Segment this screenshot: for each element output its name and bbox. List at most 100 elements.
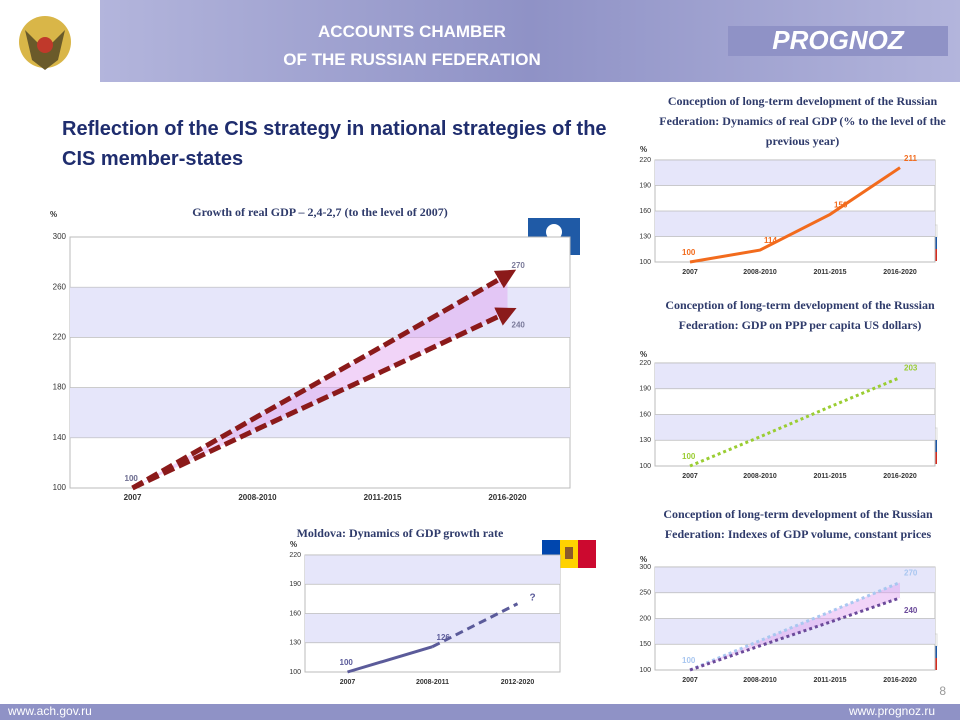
data-label: 156 bbox=[834, 201, 848, 210]
x-tick-label: 2012-2020 bbox=[501, 679, 535, 686]
chart-title: Moldova: Dynamics of GDP growth rate bbox=[296, 526, 504, 540]
x-tick-label: 2008-2010 bbox=[743, 473, 777, 480]
x-tick-label: 2007 bbox=[682, 677, 698, 684]
y-axis-label: % bbox=[640, 145, 647, 154]
y-axis-label: % bbox=[640, 350, 647, 359]
header-line: ACCOUNTS CHAMBER bbox=[318, 22, 506, 41]
x-tick-label: 2007 bbox=[682, 473, 698, 480]
series-line bbox=[347, 645, 433, 674]
footer-bar bbox=[0, 704, 960, 720]
y-tick-label: 250 bbox=[639, 590, 651, 597]
y-tick-label: 130 bbox=[289, 640, 301, 647]
chart: 100 130 160 190 220 2007 2008-2010 2011-2015 201… bbox=[639, 145, 936, 276]
chart-title: Conception of long-term development of t… bbox=[665, 298, 935, 332]
chart-title: Conception of long-term development of t… bbox=[659, 94, 946, 148]
x-tick-label: 2008-2010 bbox=[743, 677, 777, 684]
data-label: 270 bbox=[904, 569, 918, 578]
y-tick-label: 100 bbox=[639, 667, 651, 674]
grid-band bbox=[655, 618, 935, 645]
series-line bbox=[689, 166, 901, 264]
moldova-flag bbox=[542, 540, 596, 568]
grid-band bbox=[305, 555, 560, 585]
chart-title: Conception of long-term development of t… bbox=[663, 507, 933, 541]
data-label: 100 bbox=[682, 452, 696, 461]
chart: 100 130 160 190 220 2007 2008-2010 2011-2015 201… bbox=[639, 350, 936, 480]
x-tick-label: 2011-2015 bbox=[813, 269, 846, 276]
y-tick-label: 300 bbox=[639, 564, 651, 571]
y-tick-label: 300 bbox=[53, 232, 67, 241]
series-line bbox=[131, 269, 517, 491]
y-tick-label: 190 bbox=[639, 182, 651, 189]
x-tick-label: 2016-2020 bbox=[883, 473, 917, 480]
y-tick-label: 130 bbox=[639, 437, 651, 444]
x-tick-label: 2016-2020 bbox=[883, 677, 917, 684]
y-tick-label: 220 bbox=[289, 552, 301, 559]
y-tick-label: 260 bbox=[53, 282, 67, 291]
series-line bbox=[689, 376, 901, 468]
x-tick-label: 2016-2020 bbox=[883, 269, 917, 276]
series-line bbox=[689, 581, 901, 672]
annotation: ? bbox=[530, 592, 536, 603]
y-tick-label: 100 bbox=[639, 463, 651, 470]
data-label: 240 bbox=[904, 606, 918, 615]
x-tick-label: 2008-2010 bbox=[238, 493, 277, 502]
grid-band bbox=[70, 387, 570, 438]
y-tick-label: 180 bbox=[53, 383, 67, 392]
data-label: 100 bbox=[125, 474, 139, 483]
emblem bbox=[19, 16, 71, 70]
y-tick-label: 100 bbox=[289, 669, 301, 676]
y-tick-label: 190 bbox=[289, 581, 301, 588]
data-label: 203 bbox=[904, 364, 918, 373]
chart: 100 140 180 220 260 300 2007 2008-2010 2011-2015… bbox=[50, 210, 571, 502]
y-axis-label: % bbox=[290, 540, 297, 549]
grid-band bbox=[655, 414, 935, 441]
x-tick-label: 2007 bbox=[682, 269, 698, 276]
chart: 100 150 200 250 300 2007 2008-2010 2011-2015 201… bbox=[639, 555, 936, 684]
x-tick-label: 2007 bbox=[124, 493, 142, 502]
x-tick-label: 2008-2011 bbox=[416, 679, 449, 686]
grid-band bbox=[655, 567, 935, 593]
data-label: 240 bbox=[512, 320, 526, 329]
x-tick-label: 2016-2020 bbox=[488, 493, 527, 502]
x-tick-label: 2008-2010 bbox=[743, 269, 777, 276]
y-tick-label: 160 bbox=[639, 411, 651, 418]
series-line bbox=[131, 307, 517, 491]
data-label: 100 bbox=[682, 656, 696, 665]
page-number: 8 bbox=[939, 684, 946, 698]
y-tick-label: 160 bbox=[289, 610, 301, 617]
y-tick-label: 100 bbox=[639, 259, 651, 266]
x-tick-label: 2007 bbox=[340, 679, 356, 686]
y-tick-label: 200 bbox=[639, 615, 651, 622]
footer-left: www.ach.gov.ru bbox=[7, 704, 92, 718]
y-axis-label: % bbox=[50, 210, 57, 219]
y-tick-label: 150 bbox=[639, 641, 651, 648]
plot-area bbox=[69, 236, 571, 489]
y-tick-label: 130 bbox=[639, 233, 651, 240]
chart-title: Growth of real GDP – 2,4-2,7 (to the lev… bbox=[192, 205, 448, 219]
series-line bbox=[689, 596, 901, 672]
y-tick-label: 190 bbox=[639, 386, 651, 393]
y-tick-label: 220 bbox=[639, 157, 651, 164]
data-label: 114 bbox=[764, 236, 777, 245]
data-label: 100 bbox=[682, 248, 696, 257]
chart: 100 130 160 190 220 2007 2008-2011 2012-2020% 10… bbox=[289, 540, 561, 686]
logo-box bbox=[728, 26, 948, 56]
logo: PROGNOZ bbox=[772, 25, 905, 55]
series-line bbox=[431, 602, 519, 648]
x-tick-label: 2011-2015 bbox=[813, 473, 846, 480]
footer-right: www.prognoz.ru bbox=[848, 704, 935, 718]
y-tick-label: 220 bbox=[53, 333, 67, 342]
y-tick-label: 220 bbox=[639, 360, 651, 367]
y-axis-label: % bbox=[640, 555, 647, 564]
y-tick-label: 160 bbox=[639, 208, 651, 215]
header-line: OF THE RUSSIAN FEDERATION bbox=[283, 50, 541, 69]
data-label: 100 bbox=[340, 658, 354, 667]
x-tick-label: 2011-2015 bbox=[364, 493, 402, 502]
grid-band bbox=[655, 160, 935, 186]
slide-title: Reflection of the CIS strategy in nation… bbox=[62, 118, 607, 170]
grid-band bbox=[655, 363, 935, 389]
data-label: 211 bbox=[904, 154, 917, 163]
grid-band bbox=[70, 287, 570, 338]
